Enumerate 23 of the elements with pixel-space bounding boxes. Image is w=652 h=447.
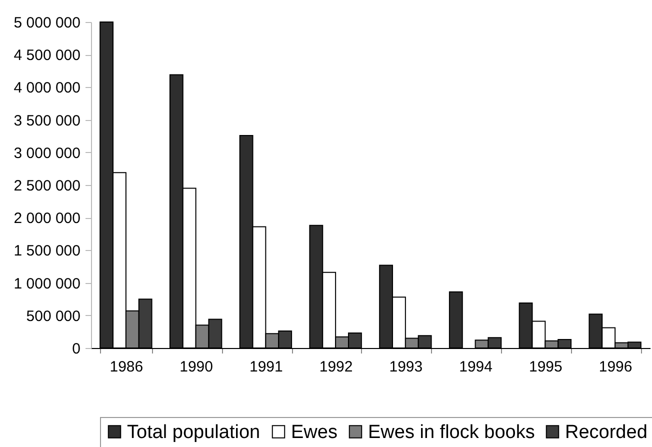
legend-label: Recorded <box>565 422 648 443</box>
y-tick-label: 1 000 000 <box>14 275 80 292</box>
y-tick-label: 3 500 000 <box>14 112 80 130</box>
y-tick-label: 0 <box>72 340 80 358</box>
legend-label: Total population <box>127 422 260 443</box>
y-tick-label: 4 500 000 <box>14 47 80 64</box>
y-tick-label: 2 500 000 <box>14 178 80 194</box>
y-tick-label: 2 000 000 <box>14 210 80 228</box>
y-tick-label: 4 000 000 <box>14 80 80 97</box>
x-tick-label: 1994 <box>459 358 492 376</box>
x-tick-label: 1992 <box>319 358 353 376</box>
y-tick-label: 3 000 000 <box>14 144 80 162</box>
y-tick-label: 500 000 <box>26 308 80 325</box>
x-tick-label: 1990 <box>180 358 213 376</box>
x-tick-label: 1986 <box>110 358 144 376</box>
x-tick-label: 1993 <box>389 358 423 376</box>
x-tick-label: 1995 <box>529 358 562 376</box>
x-tick-label: 1991 <box>250 358 283 376</box>
y-tick-label: 1 500 000 <box>14 242 80 260</box>
legend-label: Ewes <box>291 422 338 443</box>
x-tick-label: 1996 <box>598 358 632 376</box>
legend-label: Ewes in flock books <box>368 422 535 443</box>
y-tick-label: 5 000 000 <box>14 14 80 32</box>
